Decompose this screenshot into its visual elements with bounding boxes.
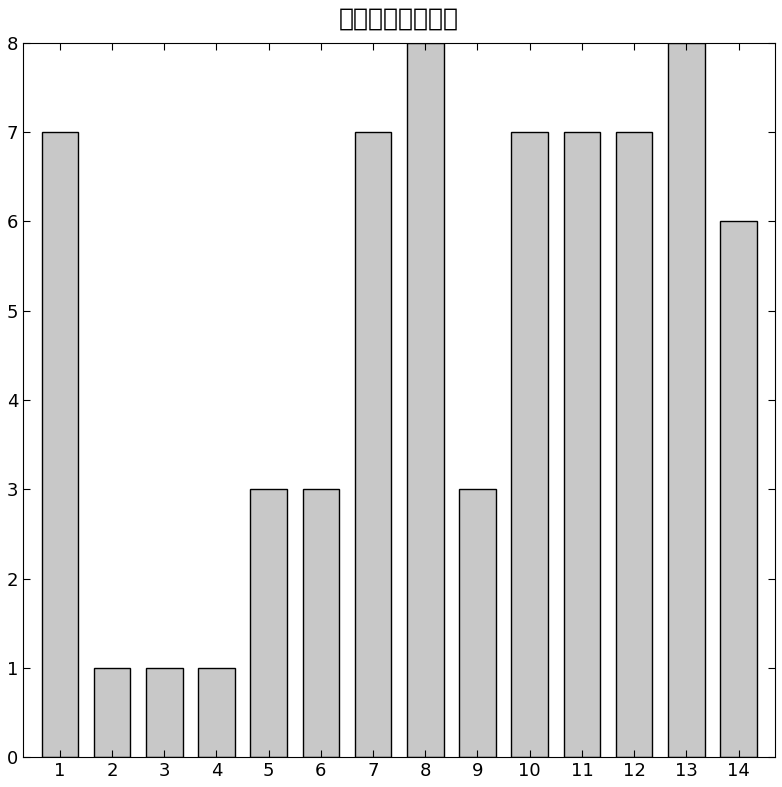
Title: 时间特性分类结果: 时间特性分类结果 (339, 7, 459, 31)
Bar (564, 132, 600, 757)
Bar (720, 221, 757, 757)
Bar (198, 668, 235, 757)
Bar (94, 668, 131, 757)
Bar (303, 490, 339, 757)
Bar (511, 132, 548, 757)
Bar (668, 42, 705, 757)
Bar (407, 42, 443, 757)
Bar (146, 668, 182, 757)
Bar (41, 132, 78, 757)
Bar (616, 132, 652, 757)
Bar (355, 132, 391, 757)
Bar (250, 490, 287, 757)
Bar (459, 490, 496, 757)
